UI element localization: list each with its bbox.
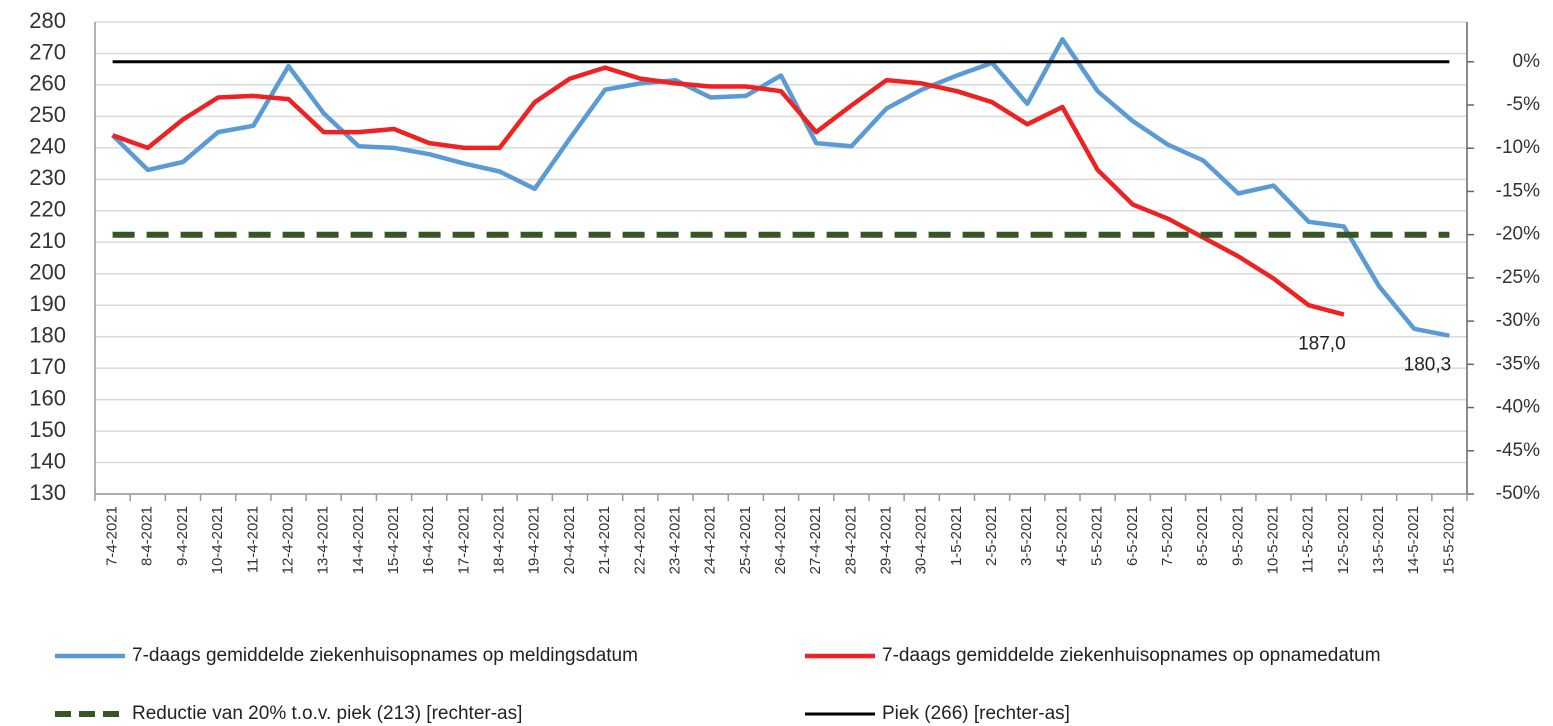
x-tick-label: 13-4-2021 xyxy=(315,506,332,574)
x-tick-label: 13-5-2021 xyxy=(1370,506,1387,574)
y-tick-label: 210 xyxy=(29,228,66,253)
y-tick-label: 180 xyxy=(29,322,66,347)
legend-label: Piek (266) [rechter-as] xyxy=(882,703,1070,724)
y-tick-label: 130 xyxy=(29,480,66,505)
x-tick-label: 11-4-2021 xyxy=(244,506,261,573)
x-tick-label: 29-4-2021 xyxy=(878,506,895,574)
y-tick-label: 220 xyxy=(29,197,66,222)
x-tick-label: 8-5-2021 xyxy=(1194,506,1211,566)
x-tick-label: 1-5-2021 xyxy=(948,506,965,566)
x-tick-label: 7-4-2021 xyxy=(104,506,121,566)
series-line xyxy=(111,65,1345,317)
x-tick-label: 3-5-2021 xyxy=(1018,506,1035,566)
y2-tick-label: -25% xyxy=(1496,267,1540,288)
y-tick-label: 140 xyxy=(29,448,66,473)
y-tick-label: 250 xyxy=(29,102,66,127)
y2-tick-label: -45% xyxy=(1496,440,1540,461)
y2-tick-label: -50% xyxy=(1496,483,1540,504)
x-tick-label: 14-4-2021 xyxy=(350,506,367,574)
y-tick-label: 270 xyxy=(29,39,66,64)
x-tick-label: 24-4-2021 xyxy=(702,506,719,574)
y-tick-label: 200 xyxy=(29,260,66,285)
x-tick-label: 7-5-2021 xyxy=(1159,506,1176,566)
x-tick-label: 11-5-2021 xyxy=(1300,506,1317,573)
x-tick-label: 6-5-2021 xyxy=(1124,506,1141,566)
x-tick-label: 23-4-2021 xyxy=(666,506,683,574)
legend-label: 7-daags gemiddelde ziekenhuisopnames op … xyxy=(132,645,638,666)
y2-tick-label: -20% xyxy=(1496,224,1540,245)
y2-tick-label: -15% xyxy=(1496,180,1540,201)
x-tick-label: 26-4-2021 xyxy=(772,506,789,574)
x-tick-label: 28-4-2021 xyxy=(842,506,859,574)
y-tick-label: 150 xyxy=(29,417,66,442)
x-tick-label: 20-4-2021 xyxy=(561,506,578,574)
x-tick-label: 30-4-2021 xyxy=(913,506,930,574)
x-tick-label: 18-4-2021 xyxy=(491,506,508,574)
x-tick-label: 19-4-2021 xyxy=(526,506,543,574)
y2-tick-label: -10% xyxy=(1496,137,1540,158)
y-tick-label: 160 xyxy=(29,385,66,410)
x-tick-label: 5-5-2021 xyxy=(1089,506,1106,566)
x-tick-label: 15-4-2021 xyxy=(385,506,402,574)
y-tick-label: 170 xyxy=(29,354,66,379)
x-tick-label: 21-4-2021 xyxy=(596,506,613,574)
data-label: 180,3 xyxy=(1404,355,1452,376)
x-tick-label: 14-5-2021 xyxy=(1405,506,1422,574)
y-tick-label: 190 xyxy=(29,291,66,316)
x-tick-label: 25-4-2021 xyxy=(737,506,754,574)
x-tick-label: 22-4-2021 xyxy=(631,506,648,574)
x-tick-label: 17-4-2021 xyxy=(455,506,472,574)
y2-tick-label: 0% xyxy=(1513,51,1541,72)
x-tick-label: 9-5-2021 xyxy=(1229,506,1246,566)
series-line xyxy=(111,37,1450,338)
y2-tick-label: -5% xyxy=(1506,94,1540,115)
y-tick-label: 280 xyxy=(29,8,66,33)
y2-tick-label: -35% xyxy=(1496,353,1540,374)
x-tick-label: 8-4-2021 xyxy=(139,506,156,566)
data-label: 187,0 xyxy=(1298,334,1346,355)
x-tick-label: 12-4-2021 xyxy=(279,506,296,574)
y-tick-label: 230 xyxy=(29,165,66,190)
x-tick-label: 2-5-2021 xyxy=(983,506,1000,566)
y-tick-label: 240 xyxy=(29,134,66,159)
x-tick-label: 12-5-2021 xyxy=(1335,506,1352,574)
x-tick-label: 10-5-2021 xyxy=(1264,506,1281,574)
x-tick-label: 4-5-2021 xyxy=(1053,506,1070,566)
x-tick-label: 10-4-2021 xyxy=(209,506,226,574)
y2-tick-label: -30% xyxy=(1496,310,1540,331)
x-tick-label: 27-4-2021 xyxy=(807,506,824,574)
x-tick-label: 16-4-2021 xyxy=(420,506,437,574)
legend-label: Reductie van 20% t.o.v. piek (213) [rech… xyxy=(132,703,522,724)
x-tick-label: 15-5-2021 xyxy=(1440,506,1457,574)
x-tick-label: 9-4-2021 xyxy=(174,506,191,566)
y-tick-label: 260 xyxy=(29,71,66,96)
y2-tick-label: -40% xyxy=(1496,397,1540,418)
legend-label: 7-daags gemiddelde ziekenhuisopnames op … xyxy=(882,645,1381,666)
